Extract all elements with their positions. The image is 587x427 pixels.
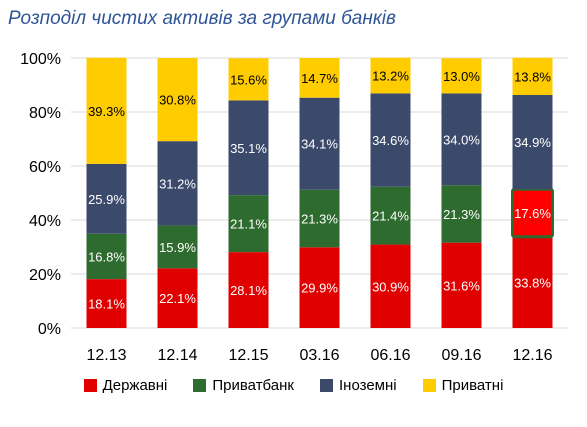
legend: Державні Приватбанк Іноземні Приватні <box>0 377 587 394</box>
bar-segment <box>157 268 198 328</box>
bar-segment <box>86 279 127 328</box>
data-label: 30.9% <box>372 279 409 294</box>
data-label: 29.9% <box>301 281 338 296</box>
legend-swatch <box>422 379 436 392</box>
bar-segment <box>370 244 411 328</box>
bar-segment <box>228 252 269 328</box>
bar-segment <box>86 57 127 164</box>
legend-item: Державні <box>83 377 168 394</box>
x-tick-label: 12.15 <box>228 347 268 364</box>
data-label: 31.2% <box>159 176 196 191</box>
data-label: 34.6% <box>372 133 409 148</box>
bar-segment <box>86 233 127 280</box>
data-label: 14.7% <box>301 71 338 86</box>
bar-segment <box>441 242 482 328</box>
data-label: 28.1% <box>230 283 267 298</box>
y-tick-label: 80% <box>29 105 61 122</box>
bar-segment <box>299 58 340 98</box>
bar-segment <box>228 195 269 253</box>
data-label: 31.6% <box>443 278 480 293</box>
bar-segment <box>370 93 411 187</box>
data-label: 15.9% <box>159 240 196 255</box>
y-tick-label: 100% <box>20 51 61 68</box>
bar-segment <box>370 57 411 94</box>
data-label: 13.0% <box>443 69 480 84</box>
bars <box>86 57 554 328</box>
data-label: 15.6% <box>230 72 267 87</box>
x-axis: 12.13 12.14 12.15 03.16 06.16 09.16 12.16 <box>86 347 552 364</box>
y-tick-label: 40% <box>29 213 61 230</box>
data-labels: 18.1% 16.8% 25.9% 39.3% 22.1% 15.9% 31.2% 30.8%… <box>88 69 551 312</box>
legend-label: Приватні <box>441 377 504 394</box>
legend-swatch <box>320 379 333 392</box>
stacked-bar-chart: 0% 20% 40% 60% 80% 100% 18.1% 16.8% 25.9% 39.3% 2… <box>20 51 568 364</box>
bar-segment <box>299 97 340 190</box>
data-label: 34.1% <box>301 137 338 152</box>
data-label: 18.1% <box>88 297 125 312</box>
bar-segment <box>157 58 198 142</box>
data-label: 34.0% <box>443 132 480 147</box>
y-tick-label: 20% <box>29 267 61 284</box>
data-label: 16.8% <box>88 249 125 264</box>
data-label: 34.9% <box>514 135 551 150</box>
data-label: 25.9% <box>88 192 125 207</box>
legend-item: Іноземні <box>320 377 397 394</box>
chart-title: Розподіл чистих активів за групами банкі… <box>8 8 396 29</box>
x-tick-label: 12.13 <box>86 347 126 364</box>
bar-segment <box>86 163 127 234</box>
data-label: 22.1% <box>159 291 196 306</box>
x-tick-label: 09.16 <box>441 347 481 364</box>
legend-label: Приватбанк <box>212 377 294 394</box>
bar-segment <box>441 185 482 243</box>
data-label: 39.3% <box>88 104 125 119</box>
bar-segment <box>441 93 482 186</box>
x-tick-label: 03.16 <box>299 347 339 364</box>
data-label: 13.8% <box>514 69 551 84</box>
y-tick-label: 0% <box>38 321 61 338</box>
data-label: 21.3% <box>443 207 480 222</box>
y-axis: 0% 20% 40% 60% 80% 100% <box>20 51 61 338</box>
legend-swatch <box>193 379 207 392</box>
x-tick-label: 12.16 <box>512 347 552 364</box>
bar-segment <box>228 58 269 101</box>
x-tick-label: 12.14 <box>157 347 197 364</box>
data-label: 21.3% <box>301 212 338 227</box>
bar-segment <box>512 94 553 190</box>
data-label: 13.2% <box>372 69 409 84</box>
data-label: 30.8% <box>159 93 196 108</box>
legend-item: Приватбанк <box>193 377 294 394</box>
bar-segment <box>299 189 340 248</box>
data-label: 33.8% <box>514 275 551 290</box>
bar-segment <box>299 247 340 328</box>
data-label: 21.1% <box>230 217 267 232</box>
bar-segment <box>228 100 269 196</box>
data-label: 17.6% <box>514 206 551 221</box>
y-tick-label: 60% <box>29 159 61 176</box>
bar-segment <box>157 225 198 269</box>
data-label: 35.1% <box>230 141 267 156</box>
data-label: 21.4% <box>372 209 409 224</box>
bar-segment <box>512 236 553 328</box>
bar-segment <box>370 186 411 245</box>
bar-segment <box>157 141 198 226</box>
legend-label: Державні <box>102 377 168 394</box>
x-tick-label: 06.16 <box>370 347 410 364</box>
legend-label: Іноземні <box>339 377 397 394</box>
bar-segment <box>441 58 482 94</box>
legend-swatch <box>83 379 97 392</box>
bar-segment <box>512 57 553 95</box>
legend-item: Приватні <box>422 377 504 394</box>
